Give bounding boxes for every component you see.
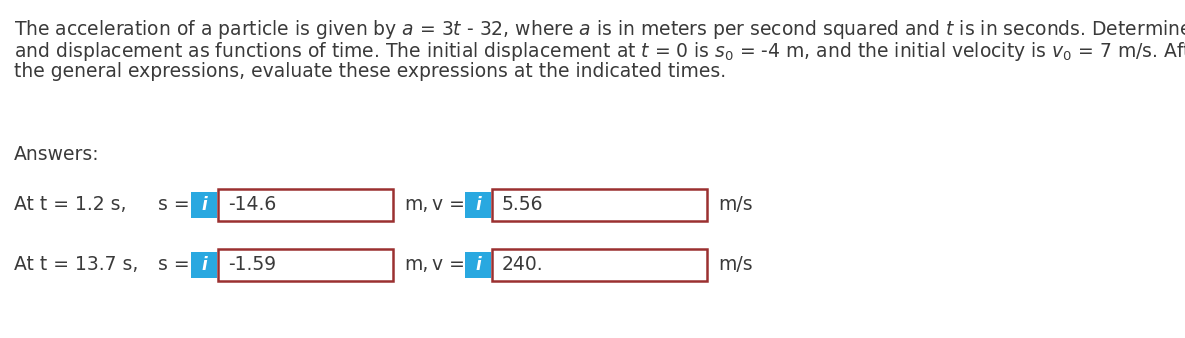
Text: m,: m, (404, 195, 428, 215)
Text: At t = 13.7 s,: At t = 13.7 s, (14, 256, 139, 274)
Text: m/s: m/s (718, 256, 752, 274)
Bar (218, 189, 393, 221)
Text: -1.59: -1.59 (228, 256, 276, 274)
Text: 5.56: 5.56 (502, 195, 544, 215)
Bar (465, 192, 491, 218)
Text: i: i (201, 256, 207, 274)
Text: m,: m, (404, 256, 428, 274)
Bar (465, 252, 491, 278)
Bar (191, 192, 217, 218)
Text: and displacement as functions of time. The initial displacement at $t$ = 0 is $s: and displacement as functions of time. T… (14, 40, 1185, 63)
Text: m/s: m/s (718, 195, 752, 215)
Text: s =: s = (158, 195, 190, 215)
Text: v =: v = (433, 195, 465, 215)
Text: The acceleration of a particle is given by $a$ = 3$t$ - 32, where $a$ is in mete: The acceleration of a particle is given … (14, 18, 1185, 41)
Bar (191, 252, 217, 278)
Text: 240.: 240. (502, 256, 544, 274)
Bar (218, 249, 393, 281)
Text: i: i (475, 256, 481, 274)
Text: the general expressions, evaluate these expressions at the indicated times.: the general expressions, evaluate these … (14, 62, 726, 81)
Text: i: i (475, 196, 481, 214)
Bar (492, 249, 707, 281)
Text: -14.6: -14.6 (228, 195, 276, 215)
Text: Answers:: Answers: (14, 145, 100, 164)
Text: At t = 1.2 s,: At t = 1.2 s, (14, 195, 127, 215)
Text: i: i (201, 196, 207, 214)
Text: s =: s = (158, 256, 190, 274)
Bar (492, 189, 707, 221)
Text: v =: v = (433, 256, 465, 274)
